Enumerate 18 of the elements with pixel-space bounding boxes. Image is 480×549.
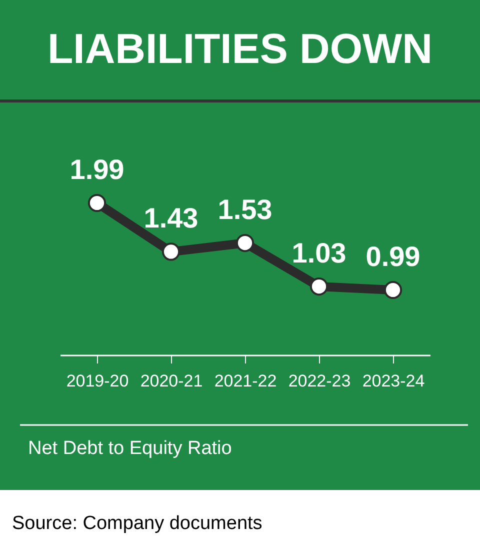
x-tick-label: 2021-22: [214, 372, 277, 390]
data-label: 1.53: [218, 194, 272, 226]
data-label: 1.43: [144, 202, 198, 234]
data-label: 1.99: [70, 154, 124, 185]
point: [162, 242, 180, 261]
x-tick-label: 2022-23: [288, 372, 351, 390]
point: [384, 280, 402, 300]
text: Net Debt to Equity Ratio: [28, 438, 232, 459]
point: [88, 194, 106, 212]
x-tick-label: 2019-20: [66, 372, 129, 390]
source-note: Source: Company documents: [12, 513, 262, 534]
data-label: 0.99: [366, 241, 420, 272]
point: [310, 277, 328, 296]
x-tick-label: 2023-24: [362, 372, 425, 390]
chart-title: LIABILITIES DOWN: [48, 25, 432, 72]
x-tick-label: 2020-21: [140, 372, 203, 390]
point: [236, 234, 254, 252]
data-label: 1.03: [292, 238, 346, 269]
